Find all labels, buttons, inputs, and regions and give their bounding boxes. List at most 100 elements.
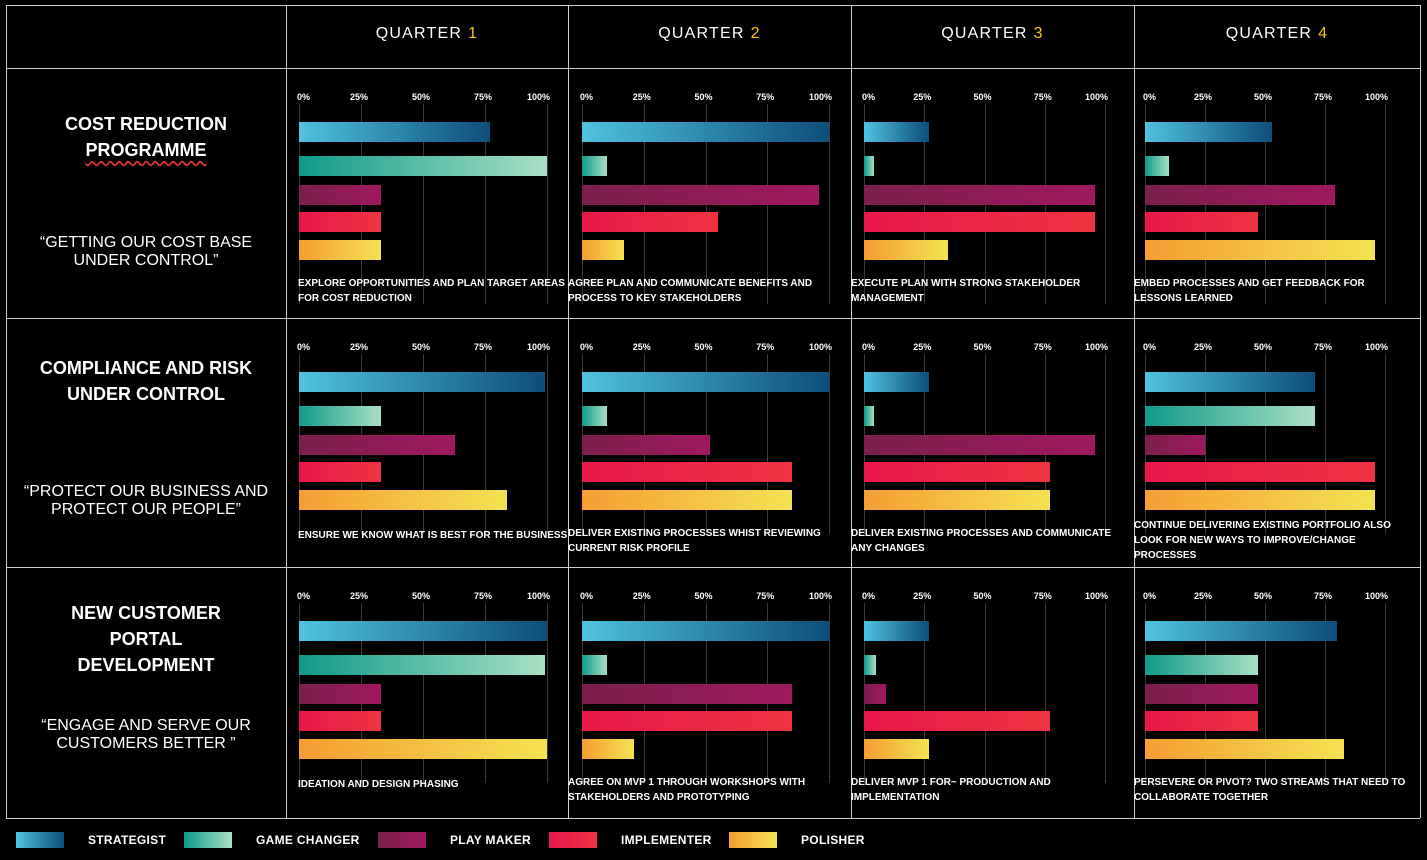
bar-game-changer — [299, 655, 545, 675]
bar-play-maker — [582, 185, 819, 205]
legend-swatch — [378, 832, 426, 848]
cell-caption-line: IMPLEMENTATION — [851, 792, 940, 803]
cell-caption-line: ENSURE WE KNOW WHAT IS BEST FOR THE BUSI… — [298, 530, 568, 541]
legend-swatch — [729, 832, 777, 848]
row-quote-line: CUSTOMERS BETTER ” — [56, 735, 236, 752]
bar-implementer — [1145, 462, 1375, 482]
cell-caption: EMBED PROCESSES AND GET FEEDBACK FOR LESS… — [1134, 276, 1416, 306]
cell-caption: EXECUTE PLAN WITH STRONG STAKEHOLDER MANA… — [851, 276, 1130, 306]
axis-tick-label: 0% — [862, 92, 876, 102]
cell-caption-line: MANAGEMENT — [851, 293, 924, 304]
row-quote-line: “ENGAGE AND SERVE OUR — [41, 717, 251, 734]
bar-play-maker — [864, 435, 1095, 455]
row-title-line: DEVELOPMENT — [77, 655, 215, 675]
quarter-label: QUARTER — [941, 25, 1028, 42]
axis-gridline — [485, 354, 486, 534]
bar-polisher — [582, 240, 624, 260]
bar-implementer — [299, 462, 381, 482]
bar-game-changer — [582, 655, 607, 675]
row-label: COST REDUCTION PROGRAMME — [6, 111, 286, 163]
row-title: NEW CUSTOMER PORTAL DEVELOPMENT — [6, 600, 286, 678]
bar-play-maker — [299, 185, 381, 205]
quarter-header: QUARTER 4 — [1134, 0, 1420, 68]
quarter-label: QUARTER — [1225, 25, 1313, 42]
bar-polisher — [582, 490, 792, 510]
axis-tick-label: 25% — [350, 92, 369, 102]
legend-label: IMPLEMENTER — [621, 833, 712, 847]
axis-tick-label: 75% — [1033, 92, 1052, 102]
bar-strategist — [864, 372, 929, 392]
cell-caption: AGREE ON MVP 1 THROUGH WORKSHOPS WITH STA… — [568, 775, 847, 805]
grid-row-line — [6, 68, 1420, 69]
axis-tick-label: 100% — [527, 591, 551, 601]
cell-caption-line: AGREE PLAN AND COMMUNICATE BENEFITS AND — [568, 278, 813, 289]
axis-tick-label: 50% — [973, 92, 992, 102]
row-quote-line: PROTECT OUR PEOPLE” — [51, 501, 241, 518]
axis-tick-label: 75% — [756, 342, 775, 352]
axis-gridline — [1325, 603, 1326, 783]
row-quote-line: UNDER CONTROL” — [73, 252, 219, 269]
quarter-number: 2 — [750, 25, 761, 42]
row-title-line: COMPLIANCE AND RISK — [39, 358, 253, 378]
axis-gridline — [767, 354, 768, 534]
bar-play-maker — [864, 684, 886, 704]
axis-gridline — [1265, 354, 1266, 534]
bar-game-changer — [299, 156, 547, 176]
cell-caption-line: PROCESSES — [1134, 550, 1197, 561]
bar-implementer — [864, 711, 1050, 731]
cell-caption-line: PROCESS TO KEY STAKEHOLDERS — [568, 293, 742, 304]
axis-tick-label: 25% — [350, 591, 369, 601]
axis-tick-label: 100% — [1085, 591, 1109, 601]
cell-caption: DELIVER MVP 1 FOR~ PRODUCTION AND IMPLEME… — [851, 775, 1130, 805]
axis-tick-label: 0% — [580, 342, 594, 352]
axis-tick-label: 100% — [1085, 342, 1109, 352]
axis-tick-label: 25% — [1194, 591, 1213, 601]
cell-caption-line: FOR COST REDUCTION — [298, 293, 412, 304]
axis-tick-label: 0% — [1143, 591, 1157, 601]
cell-caption-line: DELIVER EXISTING PROCESSES AND COMMUNICA… — [851, 528, 1112, 539]
bar-polisher — [864, 490, 1050, 510]
axis-tick-label: 75% — [756, 591, 775, 601]
bar-polisher — [864, 739, 929, 759]
cell-caption-line: EMBED PROCESSES AND GET FEEDBACK FOR — [1134, 278, 1365, 289]
axis-tick-label: 75% — [474, 342, 493, 352]
axis-tick-label: 75% — [474, 591, 493, 601]
axis-gridline — [485, 603, 486, 783]
axis-tick-label: 75% — [1033, 342, 1052, 352]
bar-strategist — [582, 122, 829, 142]
axis-tick-label: 100% — [1365, 342, 1389, 352]
bar-game-changer — [1145, 406, 1315, 426]
axis-tick-label: 100% — [527, 342, 551, 352]
row-title-line: COST REDUCTION — [65, 114, 227, 134]
bar-implementer — [299, 711, 381, 731]
bar-polisher — [1145, 739, 1344, 759]
bar-implementer — [582, 462, 792, 482]
axis-tick-label: 100% — [1365, 591, 1389, 601]
axis-gridline — [1205, 354, 1206, 534]
cell-caption: AGREE PLAN AND COMMUNICATE BENEFITS AND P… — [568, 276, 847, 306]
axis-tick-label: 75% — [474, 92, 493, 102]
axis-tick-label: 75% — [1314, 342, 1333, 352]
bar-play-maker — [582, 684, 792, 704]
axis-tick-label: 25% — [913, 92, 932, 102]
axis-tick-label: 50% — [1254, 342, 1273, 352]
row-title-line: NEW CUSTOMER — [71, 603, 221, 623]
bar-strategist — [299, 372, 545, 392]
bar-play-maker — [864, 185, 1095, 205]
axis-gridline — [547, 603, 548, 783]
row-title-line: PROGRAMME — [85, 140, 207, 160]
bar-strategist — [864, 122, 929, 142]
axis-tick-label: 50% — [694, 92, 713, 102]
grid-column-line — [851, 5, 852, 818]
cell-caption-line: CONTINUE DELIVERING EXISTING PORTFOLIO A… — [1134, 520, 1391, 531]
row-quote-line: “PROTECT OUR BUSINESS AND — [23, 483, 269, 500]
bar-play-maker — [299, 435, 455, 455]
cell-caption-line: LESSONS LEARNED — [1134, 293, 1233, 304]
bar-strategist — [864, 621, 929, 641]
axis-tick-label: 50% — [973, 591, 992, 601]
axis-tick-label: 50% — [412, 591, 431, 601]
axis-tick-label: 0% — [297, 92, 311, 102]
bar-polisher — [864, 240, 948, 260]
cell-caption: IDEATION AND DESIGN PHASING — [298, 777, 576, 792]
